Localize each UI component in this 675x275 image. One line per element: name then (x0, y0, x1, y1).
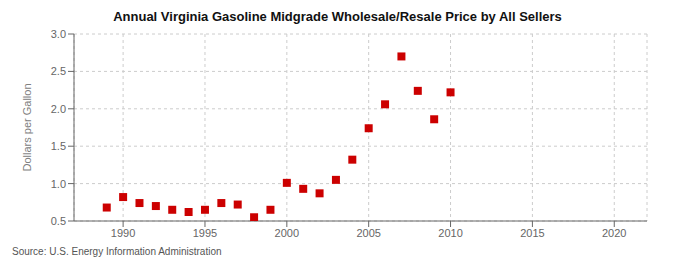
svg-text:2005: 2005 (356, 227, 380, 239)
svg-text:2020: 2020 (602, 227, 626, 239)
svg-text:1990: 1990 (111, 227, 135, 239)
svg-text:1.5: 1.5 (51, 140, 66, 152)
svg-text:2000: 2000 (275, 227, 299, 239)
svg-text:0.5: 0.5 (51, 215, 66, 227)
svg-text:Dollars per Gallon: Dollars per Gallon (21, 83, 33, 171)
svg-text:2.5: 2.5 (51, 65, 66, 77)
html-text:Annual Virginia Gasoline Midgr: Annual Virginia Gasoline Midgrade Wholes… (113, 9, 562, 24)
html-text:Source: U.S. Energy Informatio: Source: U.S. Energy Information Administ… (12, 246, 222, 257)
svg-text:1995: 1995 (193, 227, 217, 239)
svg-text:1.0: 1.0 (51, 178, 66, 190)
svg-text:2015: 2015 (520, 227, 544, 239)
svg-text:2010: 2010 (438, 227, 462, 239)
svg-text:3.0: 3.0 (51, 28, 66, 40)
svg-text:2.0: 2.0 (51, 103, 66, 115)
